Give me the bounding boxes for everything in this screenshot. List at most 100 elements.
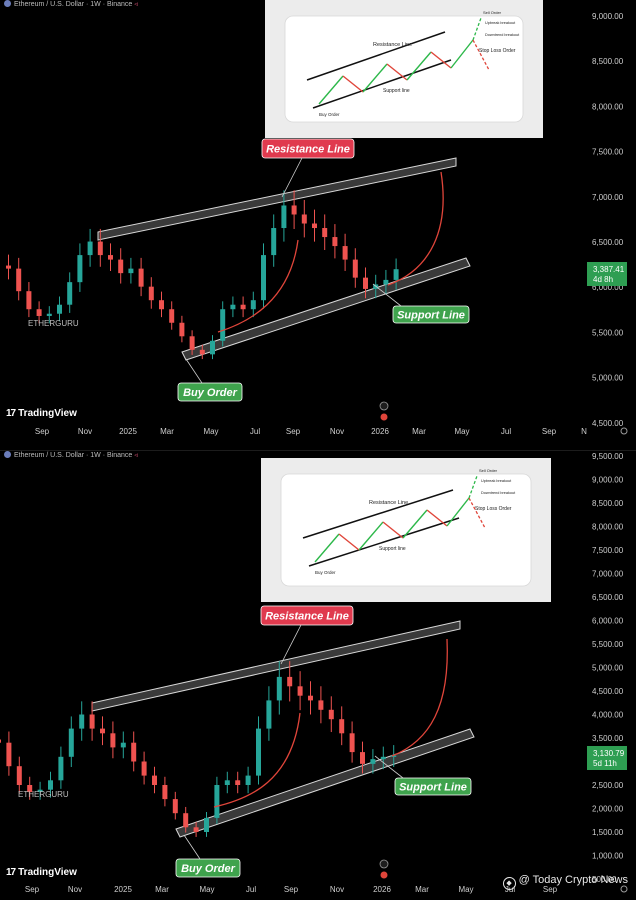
- candle: [0, 739, 1, 743]
- price-chart-bottom[interactable]: 9,500.00 9,000.00 8,500.00 8,000.00 7,500.00…: [0, 451, 636, 900]
- x-tick-label: 2025: [114, 885, 132, 894]
- candle: [301, 214, 307, 224]
- y-tick-label: 9,000.00: [592, 476, 624, 485]
- x-tick-label: 2025: [119, 427, 137, 436]
- inset-zigzag: [314, 533, 340, 563]
- candle: [131, 742, 137, 762]
- pointer-line: [183, 834, 201, 860]
- y-tick-label: 9,500.00: [592, 452, 624, 461]
- candle: [87, 241, 93, 256]
- event-marker-icon: [380, 871, 388, 879]
- settings-icon: [620, 427, 628, 435]
- candle: [352, 259, 358, 278]
- inset-zigzag: [318, 75, 344, 105]
- y-tick-label: 9,000.00: [592, 12, 624, 21]
- candle: [179, 322, 185, 337]
- tradingview-icon: 17: [6, 867, 16, 878]
- buy-order-label: Buy Order: [175, 858, 241, 878]
- inset-breakout-up: [472, 17, 482, 41]
- brand-label: ETHERGURU: [18, 790, 69, 799]
- candle: [391, 755, 397, 757]
- inset-diagram: Resistance Line Support line Buy Order Sell…: [265, 0, 543, 138]
- y-tick-label: 7,000.00: [592, 570, 624, 579]
- inset-zigzag: [406, 51, 432, 81]
- label-text: Buy Order: [181, 863, 236, 875]
- inset-zigzag: [426, 509, 448, 527]
- inset-zigzag: [338, 533, 360, 551]
- y-tick-label: 3,500.00: [592, 734, 624, 743]
- chart-header: Ethereum / U.S. Dollar · 1W · Binance ◃: [4, 0, 138, 8]
- inset-resistance-line: [306, 31, 446, 81]
- pointer-line: [280, 624, 302, 665]
- candle: [169, 309, 175, 323]
- inset-resistance-label: Resistance Line: [373, 42, 412, 48]
- inset-zigzag: [450, 39, 474, 69]
- price-chart-top[interactable]: 9,000.00 8,500.00 8,000.00 7,500.00 7,000.00…: [0, 0, 636, 450]
- x-tick-label: Nov: [68, 885, 82, 894]
- x-tick-label: May: [199, 885, 214, 894]
- candle: [308, 695, 313, 701]
- chart-header: Ethereum / U.S. Dollar · 1W · Binance ◃: [4, 451, 138, 459]
- inset-zigzag: [430, 51, 452, 69]
- event-icon: [379, 859, 389, 869]
- candle: [204, 817, 209, 832]
- inset-breakout-down: [472, 39, 490, 71]
- flag-icon: ◃: [134, 1, 138, 8]
- y-tick-label: 4,500.00: [592, 419, 624, 428]
- y-tick-label: 6,000.00: [592, 283, 624, 292]
- y-tick-label: 4,500.00: [592, 687, 624, 696]
- inset-support-label: Support line: [383, 88, 410, 94]
- x-tick-label: May: [203, 427, 218, 436]
- last-price: 3,130.79: [593, 749, 625, 758]
- candle: [276, 676, 282, 701]
- candle: [46, 313, 52, 316]
- y-tick-label: 7,500.00: [592, 546, 624, 555]
- last-price: 3,387.41: [593, 265, 625, 274]
- candle: [370, 759, 376, 764]
- candle: [393, 269, 399, 280]
- uptrend-arrow: [217, 239, 299, 333]
- candle: [26, 291, 32, 310]
- flag-icon: ◃: [134, 452, 138, 459]
- candle: [16, 766, 22, 785]
- candle: [250, 300, 256, 310]
- candle: [6, 742, 12, 767]
- news-logo-icon: ◆: [502, 877, 516, 890]
- x-tick-label: Sep: [286, 427, 301, 436]
- resistance-channel: [97, 157, 457, 241]
- candle: [245, 775, 251, 785]
- inset-zigzag: [362, 63, 388, 93]
- bar-countdown: 4d 8h: [593, 275, 613, 284]
- tradingview-logo[interactable]: 17 TradingView: [6, 867, 77, 878]
- inset-stoploss-label: Stop Loss Order: [479, 48, 516, 54]
- support-line-label: Support Line: [394, 777, 472, 796]
- x-tick-label: 2026: [371, 427, 389, 436]
- candle: [16, 268, 22, 292]
- x-tick-label: Jul: [246, 885, 256, 894]
- candle: [27, 785, 33, 793]
- event-marker-icon: [380, 413, 388, 421]
- label-text: Buy Order: [183, 387, 238, 399]
- candle: [6, 265, 11, 269]
- candle: [380, 756, 386, 760]
- y-tick-label: 6,500.00: [592, 593, 624, 602]
- tradingview-logo[interactable]: 17 TradingView: [6, 408, 77, 419]
- candle: [57, 304, 62, 314]
- x-tick-label: Jul: [501, 427, 511, 436]
- inset-zigzag: [386, 63, 408, 81]
- inset-zigzag: [402, 509, 428, 539]
- support-line-label: Support Line: [392, 305, 470, 324]
- settings-icon: [620, 885, 628, 893]
- x-tick-label: Mar: [160, 427, 174, 436]
- y-tick-label: 1,500.00: [592, 828, 624, 837]
- inset-zigzag: [382, 521, 404, 539]
- candle: [118, 259, 124, 274]
- candle: [297, 686, 303, 696]
- candle: [162, 785, 168, 800]
- candle: [291, 205, 297, 215]
- candle: [148, 286, 154, 301]
- y-tick-label: 2,000.00: [592, 805, 624, 814]
- pointer-line: [185, 358, 203, 384]
- inset-breakout-up: [468, 475, 478, 499]
- projection-arrow: [387, 171, 444, 286]
